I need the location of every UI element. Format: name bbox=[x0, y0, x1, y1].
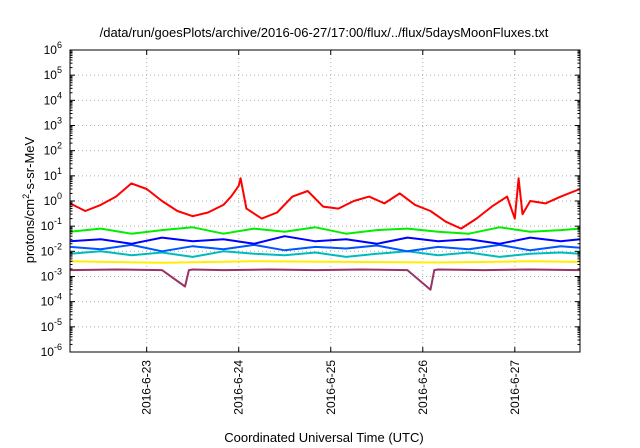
y-tick-label-base: 10 bbox=[44, 194, 58, 208]
y-tick-label: 10-6 bbox=[41, 342, 62, 359]
x-tick-label: 2016-6-23 bbox=[140, 360, 154, 415]
y-tick-label: 10-2 bbox=[41, 241, 62, 258]
x-tick-label: 2016-6-25 bbox=[324, 360, 338, 415]
y-tick-label-base: 10 bbox=[41, 345, 55, 359]
y-tick-label-base: 10 bbox=[44, 144, 58, 158]
y-tick-label-exponent: 1 bbox=[57, 166, 62, 176]
series-line-2 bbox=[69, 226, 581, 235]
y-tick-label: 10-3 bbox=[41, 267, 62, 284]
y-tick-label: 106 bbox=[44, 40, 62, 57]
y-tick-label-base: 10 bbox=[41, 295, 55, 309]
y-tick-label: 101 bbox=[44, 166, 62, 183]
y-tick-label-exponent: 2 bbox=[57, 141, 62, 151]
y-tick-label-base: 10 bbox=[41, 219, 55, 233]
y-tick-label-exponent: 6 bbox=[57, 40, 62, 50]
y-axis-ticks: 10-610-510-410-310-210-11001011021031041… bbox=[41, 40, 580, 359]
y-tick-label-base: 10 bbox=[44, 169, 58, 183]
series-line-4 bbox=[69, 243, 581, 253]
y-tick-label: 103 bbox=[44, 116, 62, 133]
series-line-3 bbox=[69, 235, 581, 245]
x-tick-label: 2016-6-24 bbox=[232, 360, 246, 415]
series-line-1 bbox=[69, 177, 581, 230]
y-tick-label: 102 bbox=[44, 141, 62, 158]
chart-title: /data/run/goesPlots/archive/2016-06-27/1… bbox=[100, 25, 549, 40]
data-series bbox=[69, 177, 581, 291]
y-tick-label: 10-5 bbox=[41, 317, 62, 334]
y-tick-label-base: 10 bbox=[41, 244, 55, 258]
y-tick-label-base: 10 bbox=[44, 93, 58, 107]
grid-lines bbox=[70, 50, 580, 352]
y-tick-label-base: 10 bbox=[44, 43, 58, 57]
x-tick-label: 2016-6-27 bbox=[508, 360, 522, 415]
x-axis-ticks: 2016-6-23 2016-6-24 2016-6-25 2016-6-26 2016… bbox=[140, 50, 522, 415]
y-tick-label-base: 10 bbox=[44, 68, 58, 82]
y-tick-label-exponent: 4 bbox=[57, 90, 62, 100]
y-tick-label: 105 bbox=[44, 65, 62, 82]
series-line-7 bbox=[69, 268, 581, 291]
y-axis-label-main: protons/cm bbox=[22, 199, 37, 263]
y-tick-label-exponent: -3 bbox=[54, 267, 62, 277]
y-tick-label-exponent: -6 bbox=[54, 342, 62, 352]
y-tick-label: 10-4 bbox=[41, 292, 62, 309]
y-tick-label-exponent: 5 bbox=[57, 65, 62, 75]
y-tick-label: 10-1 bbox=[41, 216, 62, 233]
series-line-5 bbox=[69, 250, 581, 258]
y-tick-label-exponent: 3 bbox=[57, 116, 62, 126]
y-tick-label: 104 bbox=[44, 90, 62, 107]
y-tick-label-exponent: -4 bbox=[54, 292, 62, 302]
y-axis-label: protons/cm2-s-sr-MeV bbox=[21, 136, 37, 263]
y-tick-label-exponent: -5 bbox=[54, 317, 62, 327]
y-tick-label-exponent: 0 bbox=[57, 191, 62, 201]
x-tick-label: 2016-6-26 bbox=[416, 360, 430, 415]
x-axis-label: Coordinated Universal Time (UTC) bbox=[224, 430, 423, 445]
y-axis-label-rest: -s-sr-MeV bbox=[22, 136, 37, 193]
y-tick-label-exponent: -2 bbox=[54, 241, 62, 251]
y-tick-label-base: 10 bbox=[44, 119, 58, 133]
y-tick-label: 100 bbox=[44, 191, 62, 208]
series-line-6 bbox=[69, 260, 581, 264]
y-tick-label-exponent: -1 bbox=[54, 216, 62, 226]
y-axis-label-superscript: 2 bbox=[21, 194, 31, 199]
y-tick-label-base: 10 bbox=[41, 270, 55, 284]
y-tick-label-base: 10 bbox=[41, 320, 55, 334]
